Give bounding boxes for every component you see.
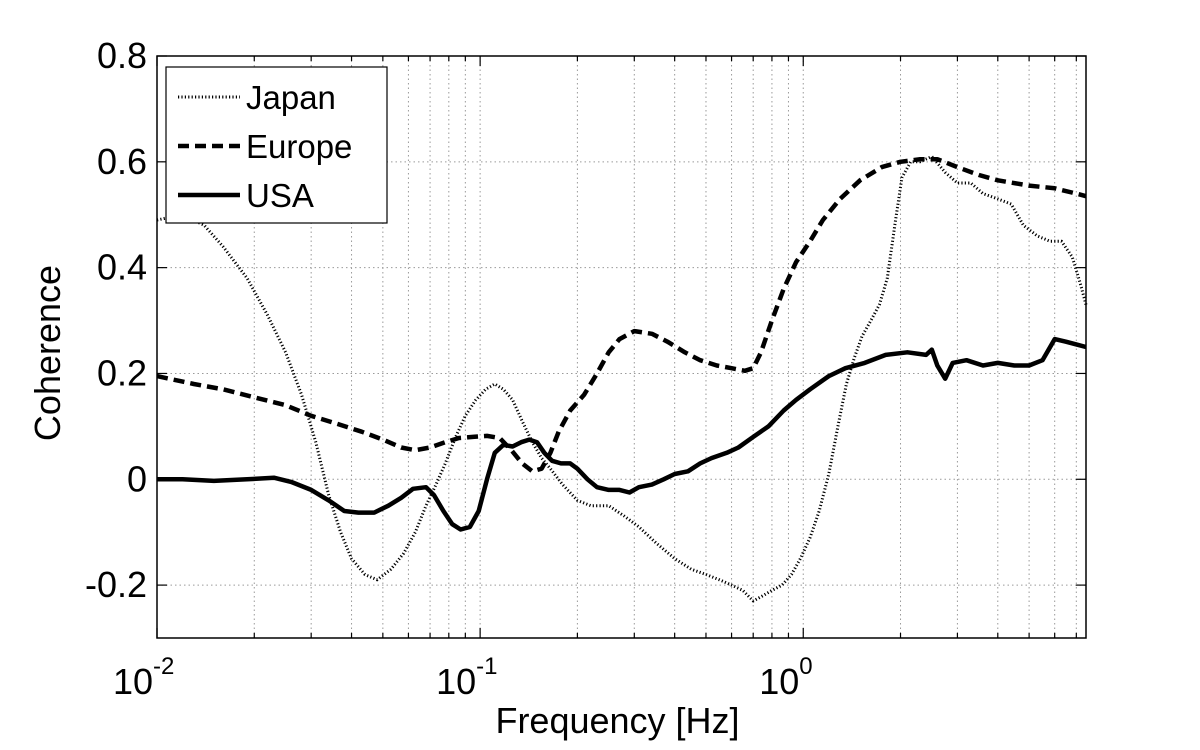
legend-label: USA [246, 177, 314, 214]
y-tick-label: 0.8 [97, 35, 147, 76]
x-tick-label: 10 0 [759, 653, 812, 702]
plot-frame [156, 55, 1087, 639]
y-tick-label: -0.2 [85, 564, 147, 605]
x-tick-base: 10 [759, 661, 799, 702]
y-tick-label: 0.4 [97, 247, 147, 288]
legend-item-europe: Europe [178, 128, 352, 165]
x-tick-exponent: -2 [153, 653, 174, 680]
x-axis-label: Frequency [Hz] [495, 700, 739, 741]
legend-item-japan: Japan [178, 79, 336, 116]
x-tick-label: 10 -2 [113, 653, 174, 702]
grid [156, 56, 1086, 638]
x-tick-exponent: -1 [476, 653, 497, 680]
series-group [156, 155, 1088, 603]
x-tick-exponent: 0 [799, 653, 812, 680]
legend-label: Japan [246, 79, 336, 116]
series-line-usa [157, 336, 1087, 532]
legend-label: Europe [246, 128, 352, 165]
legend: Japan Europe USA [165, 66, 388, 224]
series-line-europe [156, 156, 1087, 474]
x-tick-labels: 10 -2 10 -1 10 0 [113, 653, 813, 702]
y-tick-label: 0 [127, 458, 147, 499]
x-tick-base: 10 [113, 661, 153, 702]
x-tick-label: 10 -1 [436, 653, 497, 702]
y-tick-labels: -0.2 0 0.2 0.4 0.6 0.8 [85, 35, 147, 605]
legend-item-usa: USA [178, 177, 314, 214]
y-tick-label: 0.6 [97, 141, 147, 182]
x-tick-base: 10 [436, 661, 476, 702]
y-axis-label: Coherence [27, 265, 68, 441]
y-tick-label: 0.2 [97, 352, 147, 393]
ticks [156, 55, 1086, 638]
